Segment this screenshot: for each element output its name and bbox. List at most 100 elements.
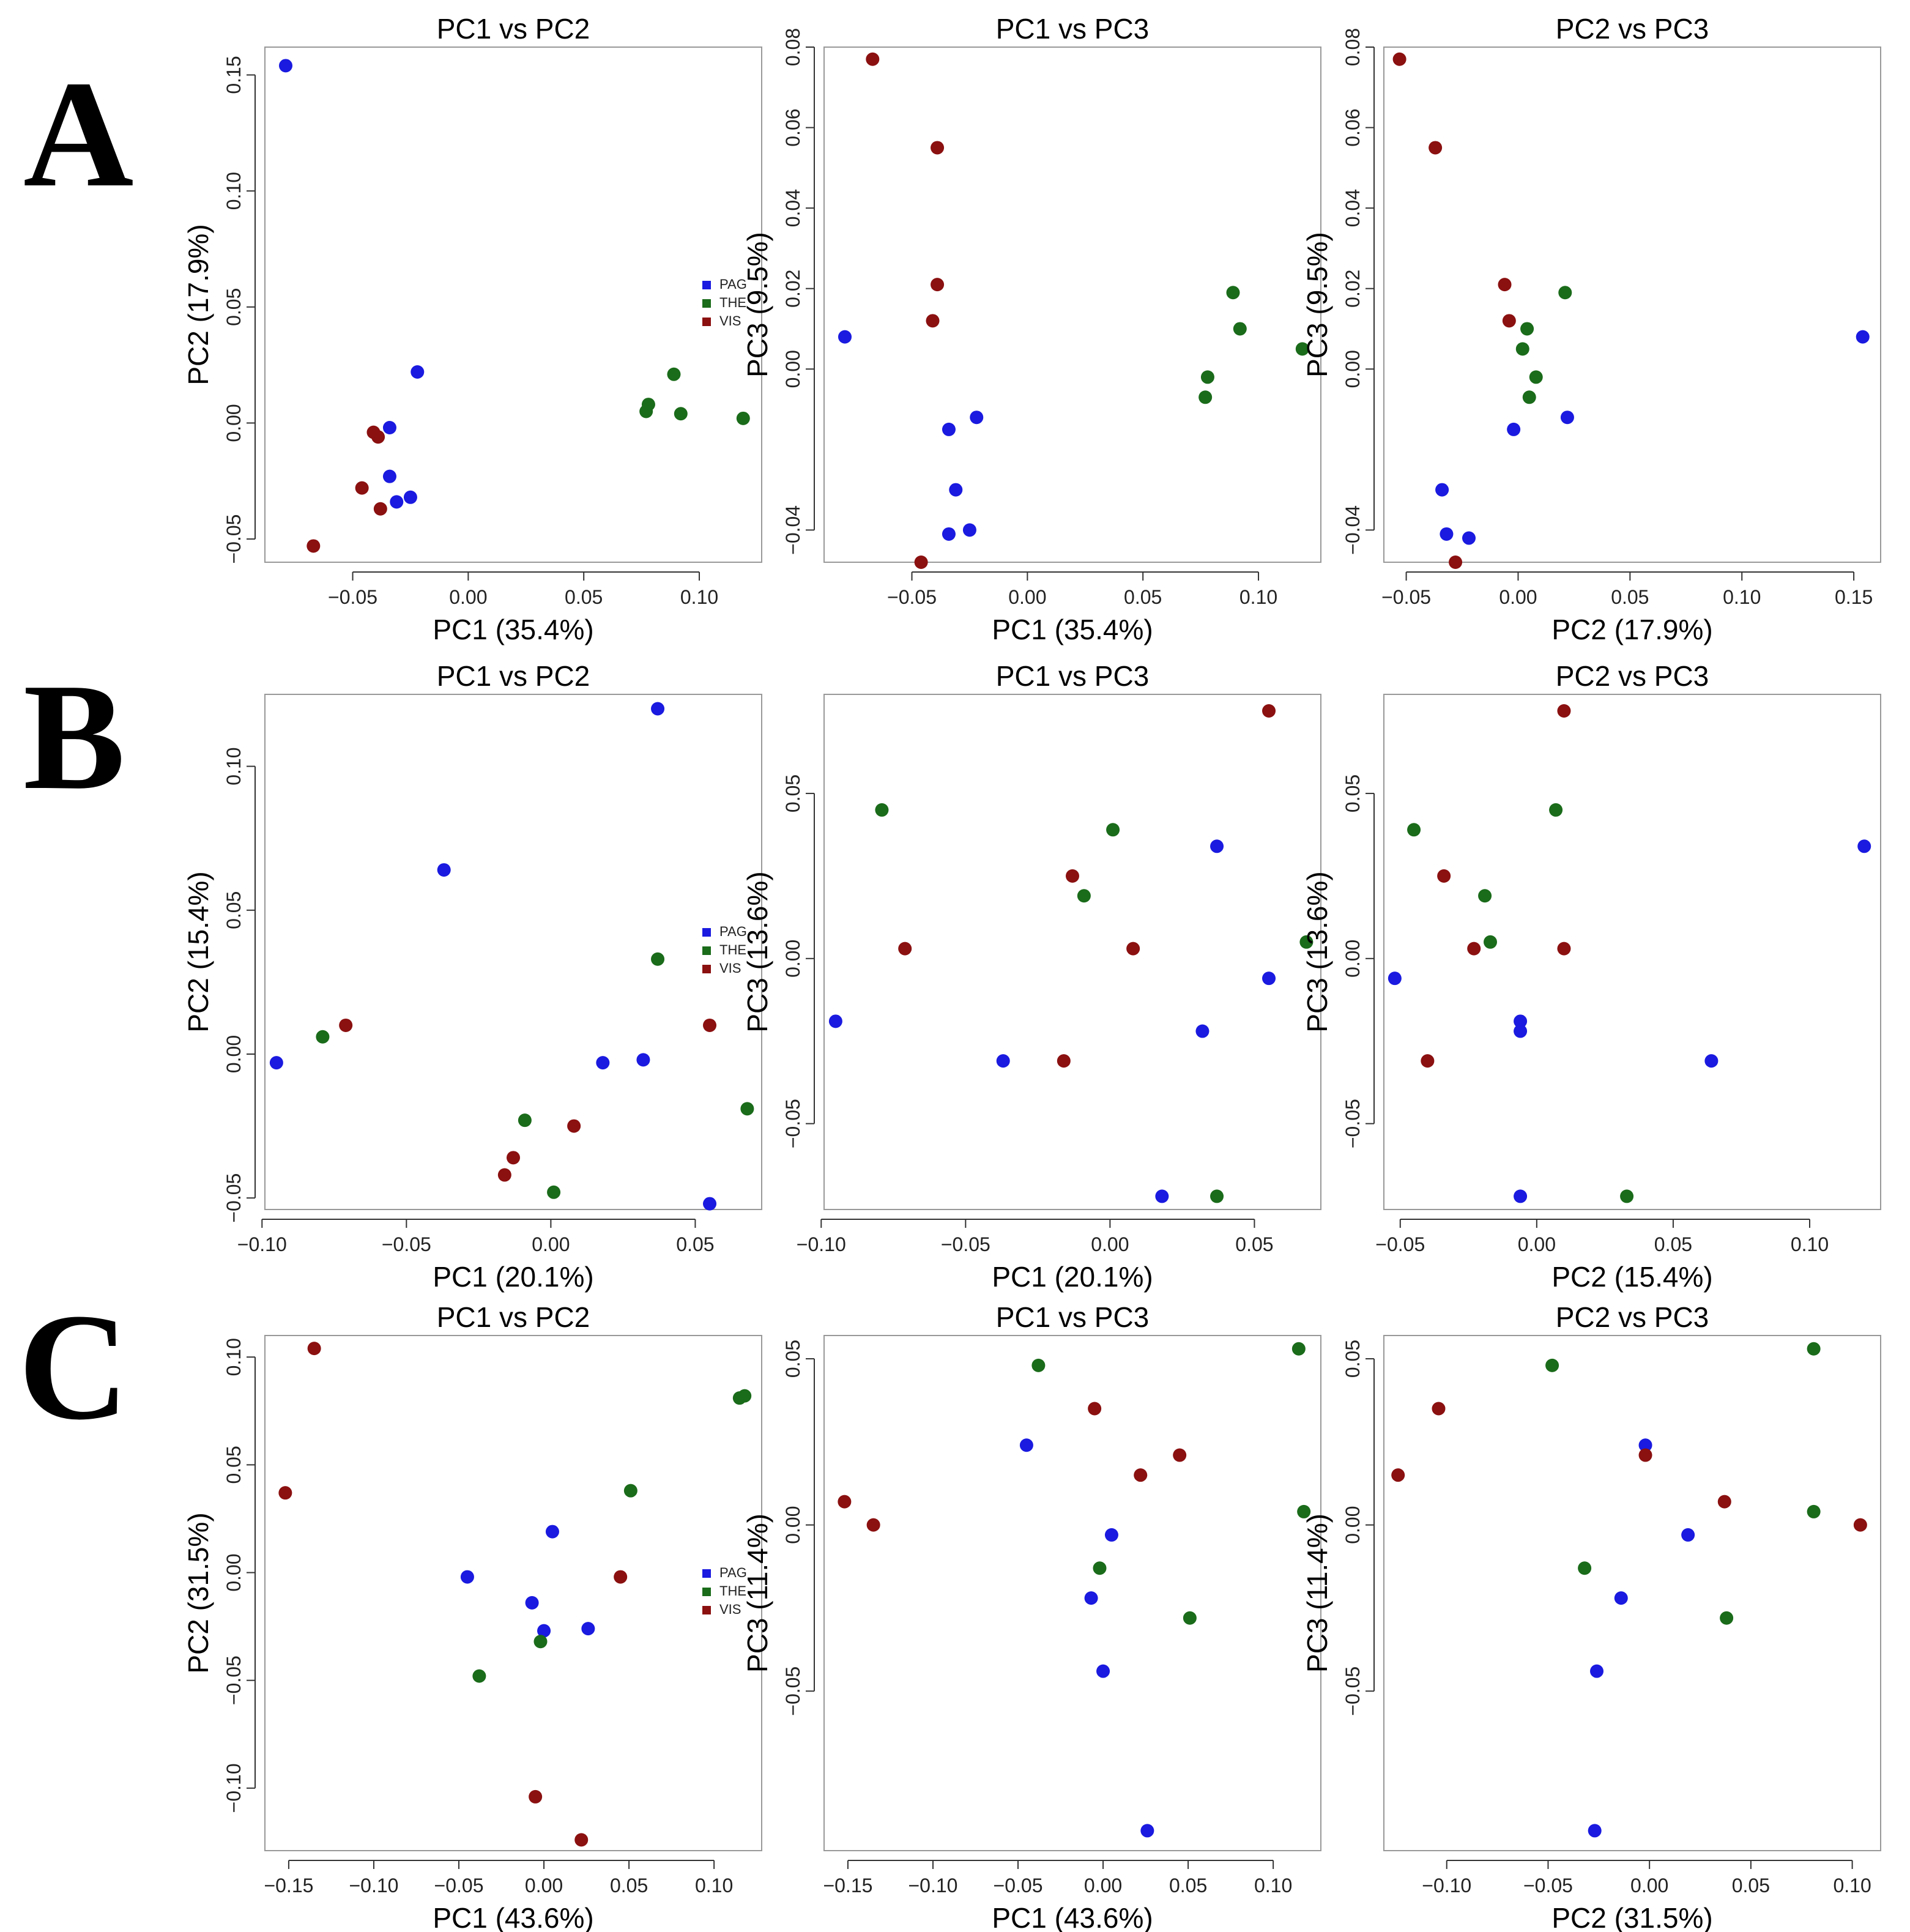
- data-point-the: [875, 803, 889, 817]
- x-tick-label: 0.00: [525, 1874, 563, 1897]
- x-tick-label: −0.05: [382, 1233, 431, 1255]
- data-point-pag: [525, 1596, 539, 1610]
- data-point-vis: [1449, 555, 1463, 569]
- data-point-vis: [1088, 1402, 1102, 1416]
- data-point-the: [736, 411, 750, 425]
- x-tick-label: −0.15: [264, 1874, 313, 1897]
- data-point-vis: [1432, 1402, 1446, 1416]
- data-point-vis: [307, 539, 321, 553]
- x-tick-label: 0.05: [1169, 1874, 1207, 1897]
- y-tick-label: 0.08: [782, 28, 804, 66]
- data-point-pag: [278, 59, 292, 73]
- x-axis-label: PC1 (35.4%): [433, 614, 593, 645]
- data-point-the: [1620, 1189, 1634, 1203]
- data-point-vis: [703, 1018, 717, 1032]
- plot-frame: [823, 1335, 1321, 1851]
- data-point-vis: [339, 1018, 353, 1032]
- data-point-pag: [1195, 1024, 1210, 1038]
- data-point-vis: [1853, 1518, 1867, 1532]
- data-point-the: [518, 1113, 532, 1128]
- data-point-pag: [1588, 1824, 1602, 1838]
- y-tick-label: 0.05: [782, 1340, 804, 1378]
- data-point-the: [1478, 889, 1492, 903]
- x-axis-label: PC1 (43.6%): [433, 1902, 593, 1932]
- plot-frame: [823, 46, 1321, 563]
- legend-swatch-vis: [702, 1606, 711, 1614]
- y-axis-label: PC2 (15.4%): [182, 871, 214, 1032]
- y-tick-label: 0.02: [782, 270, 804, 308]
- legend-swatch-vis: [702, 965, 711, 973]
- data-point-pag: [1560, 411, 1574, 425]
- data-point-vis: [1717, 1495, 1731, 1509]
- data-point-the: [1515, 342, 1529, 356]
- y-axis-label: PC3 (11.4%): [1301, 1514, 1333, 1673]
- data-point-pag: [437, 863, 451, 877]
- data-point-pag: [1104, 1528, 1118, 1542]
- data-point-vis: [1392, 52, 1406, 66]
- data-point-pag: [1507, 422, 1521, 436]
- scatter-panel-a-3: PC2 vs PC3 −0.05 0.00 0.05 0.10 0.15 PC2 (17.9…: [1301, 13, 1881, 645]
- plot-frame: [1383, 1335, 1881, 1851]
- data-point-the: [1233, 322, 1247, 336]
- data-point-pag: [1704, 1054, 1719, 1068]
- x-tick-label: 0.10: [1254, 1874, 1292, 1897]
- x-tick-label: −0.10: [1422, 1874, 1471, 1897]
- y-tick-label: −0.10: [223, 1763, 245, 1813]
- plot-frame: [1383, 46, 1881, 563]
- x-tick-label: 0.05: [610, 1874, 648, 1897]
- data-point-the: [1549, 803, 1563, 817]
- y-tick-label: 0.10: [223, 172, 245, 210]
- data-point-pag: [1440, 527, 1454, 541]
- data-point-vis: [1498, 278, 1512, 292]
- x-tick-label: −0.10: [908, 1874, 957, 1897]
- x-tick-label: 0.10: [680, 586, 718, 608]
- y-tick-label: 0.05: [223, 891, 245, 929]
- y-axis-label: PC2 (17.9%): [182, 224, 214, 385]
- y-tick-label: 0.00: [223, 404, 245, 442]
- data-point-pag: [382, 421, 396, 435]
- data-point-the: [1077, 889, 1091, 903]
- legend-swatch-pag: [702, 928, 711, 937]
- legend-label-vis: VIS: [719, 313, 741, 329]
- x-tick-label: 0.05: [676, 1233, 714, 1255]
- x-tick-label: 0.05: [1124, 586, 1162, 608]
- y-tick-label: 0.06: [1342, 108, 1364, 146]
- data-point-pag: [996, 1054, 1010, 1068]
- data-point-vis: [614, 1570, 628, 1584]
- data-point-vis: [373, 502, 387, 516]
- data-point-the: [1522, 390, 1536, 404]
- data-point-the: [639, 404, 653, 418]
- data-point-vis: [278, 1486, 292, 1500]
- y-tick-label: 0.10: [223, 1338, 245, 1376]
- legend-label-vis: VIS: [719, 1602, 741, 1617]
- x-tick-label: 0.15: [1835, 586, 1873, 608]
- data-point-pag: [581, 1622, 595, 1636]
- plot-frame: [264, 694, 762, 1210]
- data-point-the: [1484, 935, 1497, 949]
- y-tick-label: 0.00: [782, 1506, 804, 1544]
- legend-label-the: THE: [719, 295, 746, 310]
- y-axis-label: PC3 (9.5%): [741, 232, 773, 377]
- data-point-the: [1106, 823, 1120, 837]
- y-tick-label: 0.05: [1342, 1340, 1364, 1378]
- y-tick-label: −0.05: [782, 1099, 804, 1148]
- legend-swatch-pag: [702, 281, 711, 289]
- y-tick-label: 0.04: [1342, 189, 1364, 227]
- data-point-the: [1226, 286, 1240, 300]
- x-axis-label: PC2 (31.5%): [1551, 1902, 1712, 1932]
- x-tick-label: −0.05: [1375, 1233, 1425, 1255]
- x-tick-label: 0.10: [1833, 1874, 1871, 1897]
- data-point-vis: [898, 942, 912, 956]
- y-axis-label: PC2 (31.5%): [182, 1512, 214, 1673]
- data-point-pag: [1462, 531, 1476, 545]
- data-point-vis: [497, 1168, 511, 1182]
- plot-frame: [264, 46, 762, 563]
- data-point-pag: [1262, 972, 1276, 986]
- data-point-vis: [1421, 1054, 1435, 1068]
- data-point-the: [1807, 1504, 1821, 1518]
- data-point-pag: [1388, 972, 1402, 986]
- row-label-b: B: [23, 652, 125, 822]
- y-tick-label: −0.05: [223, 1173, 245, 1223]
- legend-label-the: THE: [719, 1583, 746, 1599]
